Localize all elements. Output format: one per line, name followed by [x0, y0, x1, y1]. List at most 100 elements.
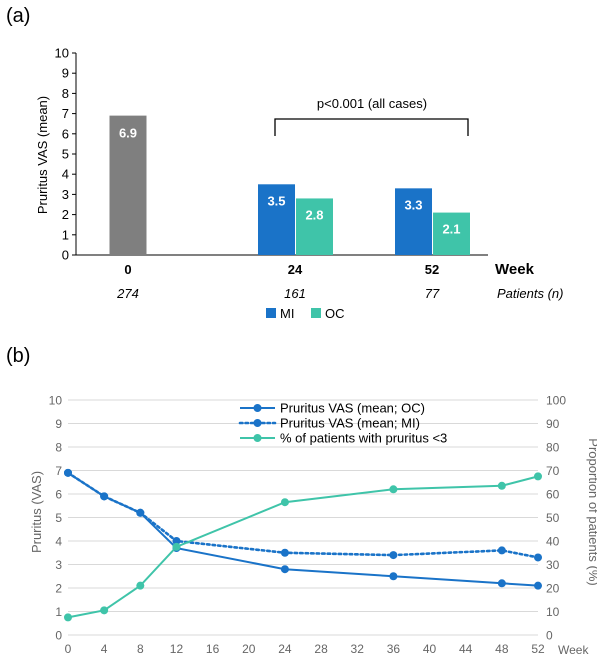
panel-b-x-tick-label: 0 [65, 642, 72, 656]
panel-b-legend: Pruritus VAS (mean; OC)Pruritus VAS (mea… [238, 401, 447, 446]
panel-b-x-tick-label: 48 [495, 642, 509, 656]
series-0-point-week-48 [497, 579, 506, 588]
panel-b-x-tick-label: 4 [101, 642, 108, 656]
panel-b-x-tick-label: 12 [170, 642, 184, 656]
legend-swatch-oc [311, 308, 321, 318]
significance-annotation: p<0.001 (all cases) [317, 96, 427, 111]
series-2-point-week-52 [534, 472, 542, 481]
panel-a-y-tick-label: 4 [62, 167, 69, 182]
series-1-point-week-24 [280, 548, 289, 557]
panel-b-y2-tick-label: 30 [546, 558, 560, 572]
series-0-point-week-52 [534, 581, 542, 590]
bar-label-oc-week-24: 2.8 [305, 207, 323, 222]
series-2-point-week-4 [100, 606, 109, 615]
panel-b-y-tick-label: 0 [55, 629, 62, 643]
patients-count-week-0: 274 [116, 286, 139, 301]
category-label-week-24: 24 [288, 262, 303, 277]
panel-b-y-tick-label: 3 [55, 558, 62, 572]
series-2-point-week-12 [172, 542, 181, 551]
panel-a-y-tick-label: 9 [62, 66, 69, 81]
series-2-point-week-36 [389, 485, 398, 494]
panel-a-y-tick-label: 5 [62, 147, 69, 162]
legend-label-oc: OC [325, 306, 345, 321]
bar-oc-week-24 [296, 198, 333, 255]
panel-a-label: (a) [6, 5, 30, 27]
panel-b-x-tick-label: 32 [351, 642, 365, 656]
category-label-week-0: 0 [124, 262, 131, 277]
series-1-point-week-0 [64, 468, 72, 477]
panel-b-y2-tick-label: 90 [546, 417, 560, 431]
panel-b-y-tick-label: 9 [55, 417, 62, 431]
panel-b-y2-tick-label: 20 [546, 582, 560, 596]
panel-a-legend: MI OC [266, 306, 345, 321]
panel-a-bars: 6.9 3.5 3.3 2.8 2.1 [109, 115, 470, 256]
series-line-2 [67, 475, 539, 619]
legend-marker-0 [253, 404, 262, 412]
panel-b-y2-ticks: 0 10 20 30 40 50 60 70 80 90 100 [546, 394, 566, 643]
panel-a-y-tick-label: 10 [55, 46, 69, 61]
series-0-point-week-24 [280, 565, 289, 574]
series-0-point-week-36 [389, 572, 398, 581]
panel-b-x-ticks: 0 4 8 12 16 20 24 28 32 36 40 44 48 52 [65, 642, 545, 656]
legend-label-0: Pruritus VAS (mean; OC) [280, 401, 425, 416]
legend-marker-1 [253, 419, 262, 427]
series-1-point-week-4 [100, 492, 109, 501]
legend-label-mi: MI [280, 306, 294, 321]
patients-count-week-24: 161 [284, 286, 306, 301]
bar-mi-week-24 [258, 184, 295, 255]
bar-label-oc-week-52: 2.1 [442, 222, 460, 237]
panel-a-week-label: Week [495, 261, 535, 278]
panel-b-y-tick-label: 6 [55, 488, 62, 502]
panel-b-y2-tick-label: 0 [546, 629, 553, 643]
panel-b-y-tick-label: 10 [49, 394, 63, 408]
panel-b-x-tick-label: 36 [387, 642, 401, 656]
panel-b-y2-tick-label: 60 [546, 488, 560, 502]
panel-b-lines [64, 468, 542, 622]
panel-a-patients-label: Patients (n) [497, 286, 563, 301]
panel-a-y-tick-label: 0 [62, 248, 69, 263]
panel-b-gridlines [68, 399, 538, 636]
panel-b-x-tick-label: 28 [314, 642, 328, 656]
panel-b-y-ticks: 0 1 2 3 4 5 6 7 8 9 10 [49, 394, 63, 643]
series-1-point-week-36 [389, 551, 398, 560]
legend-label-2: % of patients with pruritus <3 [280, 431, 447, 446]
series-2-point-week-48 [497, 481, 506, 490]
panel-a-y-tick-label: 3 [62, 187, 69, 202]
bar-baseline-week-0 [109, 115, 147, 256]
series-1-point-week-48 [497, 546, 506, 555]
panel-b-y2-tick-label: 40 [546, 535, 560, 549]
patients-count-week-52: 77 [425, 286, 440, 301]
panel-b-y2-tick-label: 50 [546, 511, 560, 525]
panel-b-label: (b) [6, 345, 30, 367]
panel-b-y-tick-label: 8 [55, 441, 62, 455]
bar-label-baseline-week-0: 6.9 [119, 126, 137, 141]
panel-b-x-tick-label: 20 [242, 642, 256, 656]
panel-b-x-axis-title: Week [558, 643, 589, 657]
legend-label-1: Pruritus VAS (mean; MI) [280, 416, 420, 431]
panel-b-y-tick-label: 2 [55, 582, 62, 596]
bar-label-mi-week-24: 3.5 [267, 193, 285, 208]
series-line-0 [67, 472, 539, 587]
significance-bracket [274, 118, 469, 136]
bar-oc-week-52 [433, 212, 470, 255]
panel-b: (b) Pruritus (VAS) Proportion of patient… [6, 345, 597, 657]
panel-a-y-ticks: 0 1 2 3 4 5 6 7 8 9 10 [55, 46, 76, 263]
panel-a-y-tick-label: 1 [62, 227, 69, 242]
panel-b-x-tick-label: 8 [137, 642, 144, 656]
legend-swatch-mi [266, 308, 276, 318]
series-1-point-week-8 [136, 508, 145, 517]
panel-a-y-tick-label: 6 [62, 126, 69, 141]
panel-b-y2-axis-title: Proportion of patients (%) [586, 438, 597, 585]
bar-label-mi-week-52: 3.3 [404, 197, 422, 212]
panel-b-y-tick-label: 5 [55, 511, 62, 525]
category-label-week-52: 52 [425, 262, 439, 277]
series-1-point-week-12 [172, 537, 181, 545]
panel-a-y-tick-label: 7 [62, 106, 69, 121]
series-2-point-week-8 [136, 581, 145, 590]
panel-a-y-tick-label: 2 [62, 207, 69, 222]
panel-a: (a) Pruritus VAS (mean) 0 1 2 3 4 5 6 7 8 9 10 6.9… [6, 5, 563, 321]
series-2-point-week-24 [280, 498, 289, 507]
series-2-point-week-0 [64, 613, 72, 622]
panel-b-y-tick-label: 7 [55, 464, 62, 478]
panel-b-x-tick-label: 44 [459, 642, 473, 656]
